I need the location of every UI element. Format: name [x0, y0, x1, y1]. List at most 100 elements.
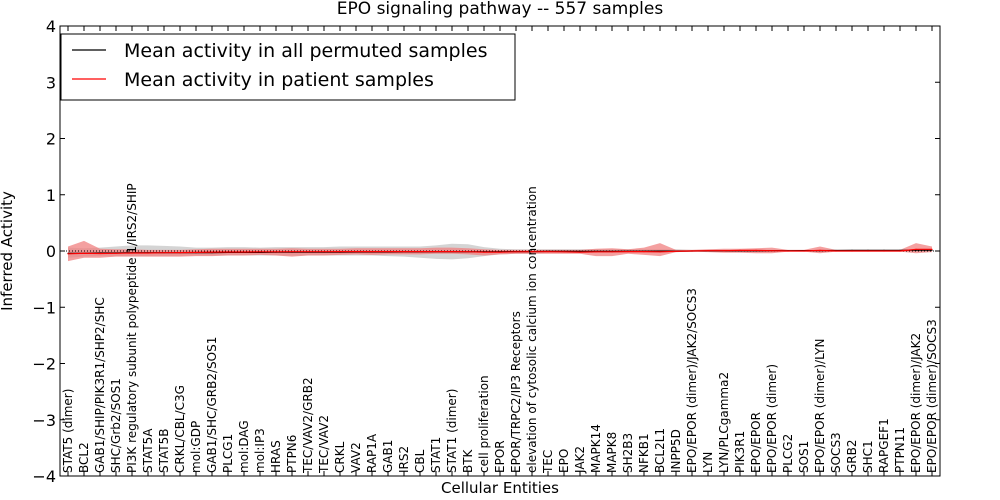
y-tick-label: 0 — [46, 242, 56, 261]
point-series-1-16 — [323, 251, 325, 253]
point-series-1-40 — [707, 250, 709, 252]
category-label: RAP1A — [365, 433, 379, 473]
x-axis — [67, 26, 933, 476]
category-label: EPO/EPOR (dimer)/JAK2/SOCS3 — [685, 288, 699, 473]
point-series-1-22 — [419, 251, 421, 253]
category-label: EPO — [557, 449, 571, 473]
y-tick-label: −4 — [32, 467, 56, 486]
legend: Mean activity in all permuted samples Me… — [60, 33, 516, 101]
point-series-1-42 — [739, 249, 741, 251]
category-label: INPP5D — [669, 429, 683, 473]
category-label: TEC/VAV2/GRB2 — [301, 377, 315, 474]
category-label: EPO/EPOR (dimer)/JAK2 — [909, 333, 923, 473]
legend-entry-permuted: Mean activity in all permuted samples — [124, 40, 487, 62]
chart-title: EPO signaling pathway -- 557 samples — [337, 0, 664, 19]
category-label: NFKB1 — [637, 433, 651, 473]
point-series-1-5 — [147, 252, 149, 254]
category-label: HRAS — [269, 440, 283, 473]
point-series-1-13 — [275, 251, 277, 253]
point-series-1-47 — [819, 249, 821, 251]
point-series-1-49 — [851, 250, 853, 252]
point-series-1-45 — [787, 250, 789, 252]
category-label: RAPGEF1 — [877, 418, 891, 473]
point-series-1-32 — [579, 251, 581, 253]
category-label: SHC/Grb2/SOS1 — [109, 378, 123, 473]
y-tick-label: −1 — [32, 298, 56, 317]
point-series-1-52 — [899, 250, 901, 252]
point-series-1-54 — [931, 248, 933, 250]
category-label: SHC1 — [861, 440, 875, 473]
category-label: LYN/PLCgamma2 — [717, 372, 731, 473]
category-label: SOCS3 — [829, 432, 843, 473]
point-series-1-15 — [307, 251, 309, 253]
point-series-1-27 — [499, 251, 501, 253]
category-label: EPOR — [493, 440, 507, 473]
band-series-1 — [68, 240, 932, 262]
category-label: CBL — [413, 449, 427, 473]
point-series-1-46 — [803, 250, 805, 252]
category-label: IRS2 — [397, 446, 411, 473]
category-label: EPO/EPOR (dimer)/LYN — [813, 339, 827, 473]
category-label: PIK3R1 — [733, 431, 747, 473]
y-axis-label: Inferred Activity — [0, 191, 16, 311]
category-label: MAPK8 — [605, 432, 619, 473]
point-series-1-41 — [723, 250, 725, 252]
point-series-1-35 — [627, 251, 629, 253]
category-label: PLCG2 — [781, 434, 795, 473]
category-label: EPO/EPOR (dimer) — [765, 364, 779, 473]
point-series-1-18 — [355, 251, 357, 253]
point-series-1-7 — [179, 252, 181, 254]
point-series-1-11 — [243, 251, 245, 253]
category-label: SOS1 — [797, 441, 811, 473]
point-series-1-53 — [915, 248, 917, 250]
x-axis-label: Cellular Entities — [441, 479, 559, 497]
point-series-1-12 — [259, 251, 261, 253]
point-series-1-33 — [595, 251, 597, 253]
point-series-1-19 — [371, 251, 373, 253]
category-label: PI3K regulatory subunit polypeptide 1/IR… — [125, 183, 139, 473]
legend-box — [60, 33, 516, 101]
category-label: CRKL/CBL/C3G — [173, 385, 187, 473]
category-label: LYN — [701, 452, 715, 473]
category-label: BCL2 — [77, 442, 91, 473]
point-series-1-14 — [291, 251, 293, 253]
point-series-1-48 — [835, 250, 837, 252]
point-series-1-36 — [643, 251, 645, 253]
point-series-1-34 — [611, 251, 613, 253]
category-label: EPOR/TRPC2/IP3 Receptors — [509, 311, 523, 473]
point-series-1-8 — [195, 251, 197, 253]
category-label: cell proliferation — [477, 375, 491, 473]
category-label: mol:IP3 — [253, 428, 267, 473]
point-series-1-28 — [515, 251, 517, 253]
point-series-1-30 — [547, 251, 549, 253]
category-label: TEC/VAV2 — [317, 415, 331, 474]
point-series-1-1 — [83, 252, 85, 254]
y-tick-label: −3 — [32, 411, 56, 430]
point-series-1-29 — [531, 251, 533, 253]
point-series-1-9 — [211, 251, 213, 253]
category-label: VAV2 — [349, 442, 363, 473]
point-series-1-51 — [883, 250, 885, 252]
legend-entry-patient: Mean activity in patient samples — [124, 69, 434, 91]
category-label: EPO/EPOR (dimer)/SOCS3 — [925, 319, 939, 473]
point-series-1-21 — [403, 251, 405, 253]
category-label: TEC — [541, 450, 555, 474]
point-series-1-4 — [131, 252, 133, 254]
point-series-1-10 — [227, 251, 229, 253]
category-label: STAT5 (dimer) — [61, 389, 75, 473]
category-label: STAT5A — [141, 428, 155, 473]
category-label: mol:GDP — [189, 421, 203, 473]
series-lines — [67, 248, 933, 255]
point-series-1-20 — [387, 251, 389, 253]
point-series-1-37 — [659, 251, 661, 253]
point-series-1-38 — [675, 250, 677, 252]
category-label: PTPN11 — [893, 427, 907, 473]
category-label: BTK — [461, 448, 475, 473]
point-series-1-17 — [339, 251, 341, 253]
point-series-1-23 — [435, 251, 437, 253]
category-label: STAT5B — [157, 429, 171, 474]
point-series-1-31 — [563, 251, 565, 253]
category-label: CRKL — [333, 441, 347, 473]
point-series-1-26 — [483, 251, 485, 253]
